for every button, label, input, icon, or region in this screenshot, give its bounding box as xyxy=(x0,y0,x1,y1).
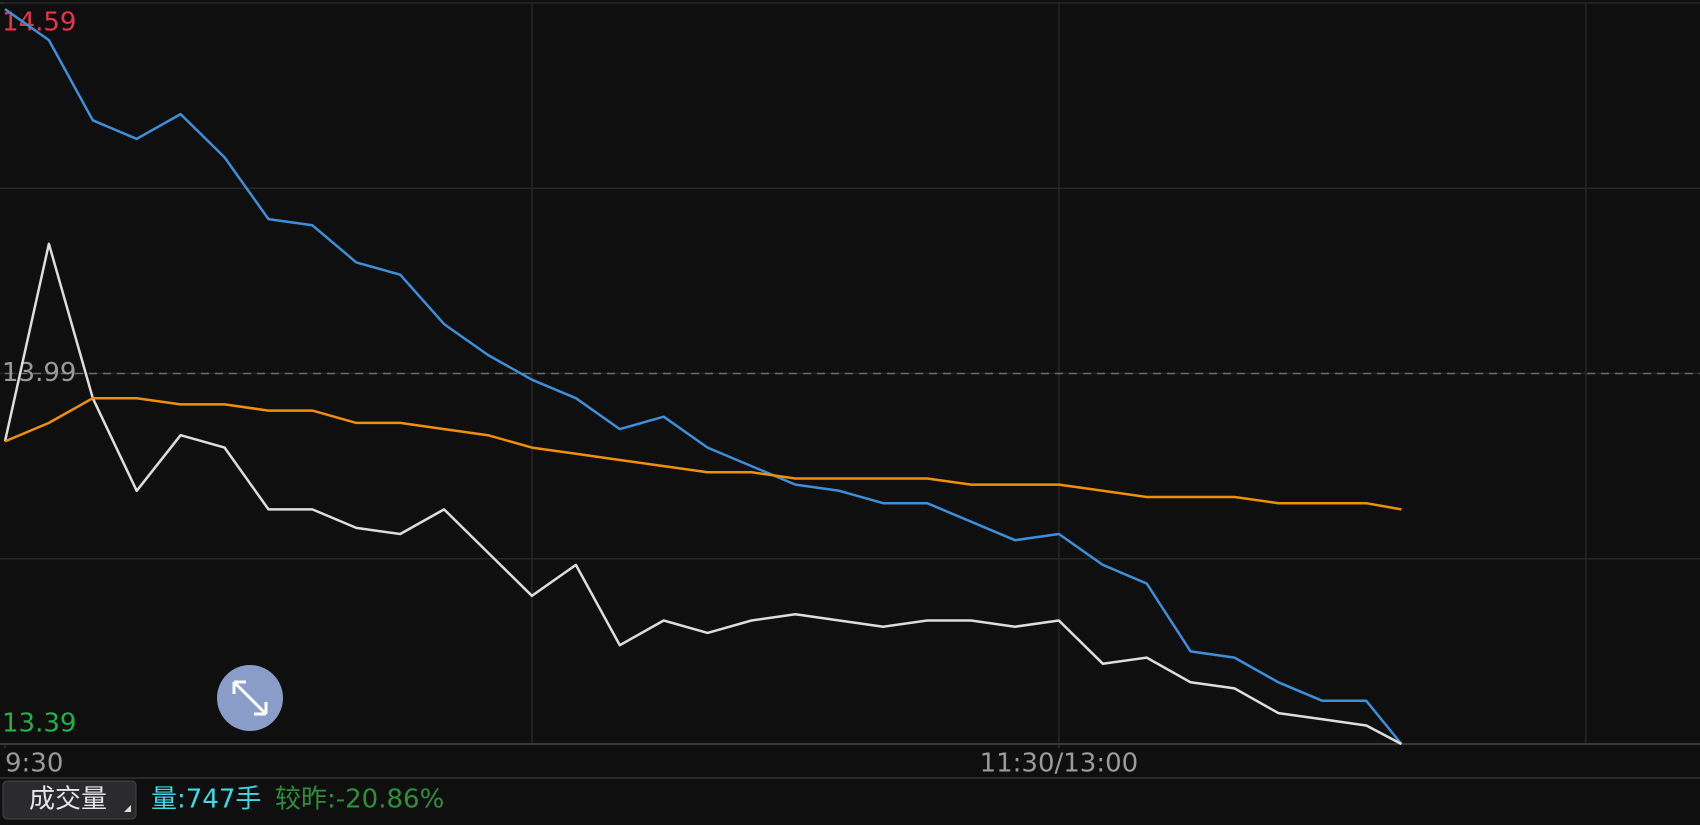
expand-button[interactable] xyxy=(217,665,283,731)
y-tick-label: 13.99 xyxy=(2,358,76,388)
price-line xyxy=(4,8,1403,745)
indicator-button[interactable] xyxy=(2,780,137,820)
change-text: 较昨:-20.86% xyxy=(275,785,444,815)
x-tick-label: 9:30 xyxy=(5,749,63,779)
price-line xyxy=(4,396,1402,511)
expand-icon xyxy=(232,680,268,716)
dropdown-mark xyxy=(124,805,131,812)
x-tick-label: 11:30/13:00 xyxy=(980,749,1139,779)
price-line xyxy=(3,242,1402,746)
indicator-button-label: 成交量 xyxy=(29,785,107,815)
y-tick-label: 13.39 xyxy=(2,709,76,739)
volume-text: 量:747手 xyxy=(151,785,261,815)
